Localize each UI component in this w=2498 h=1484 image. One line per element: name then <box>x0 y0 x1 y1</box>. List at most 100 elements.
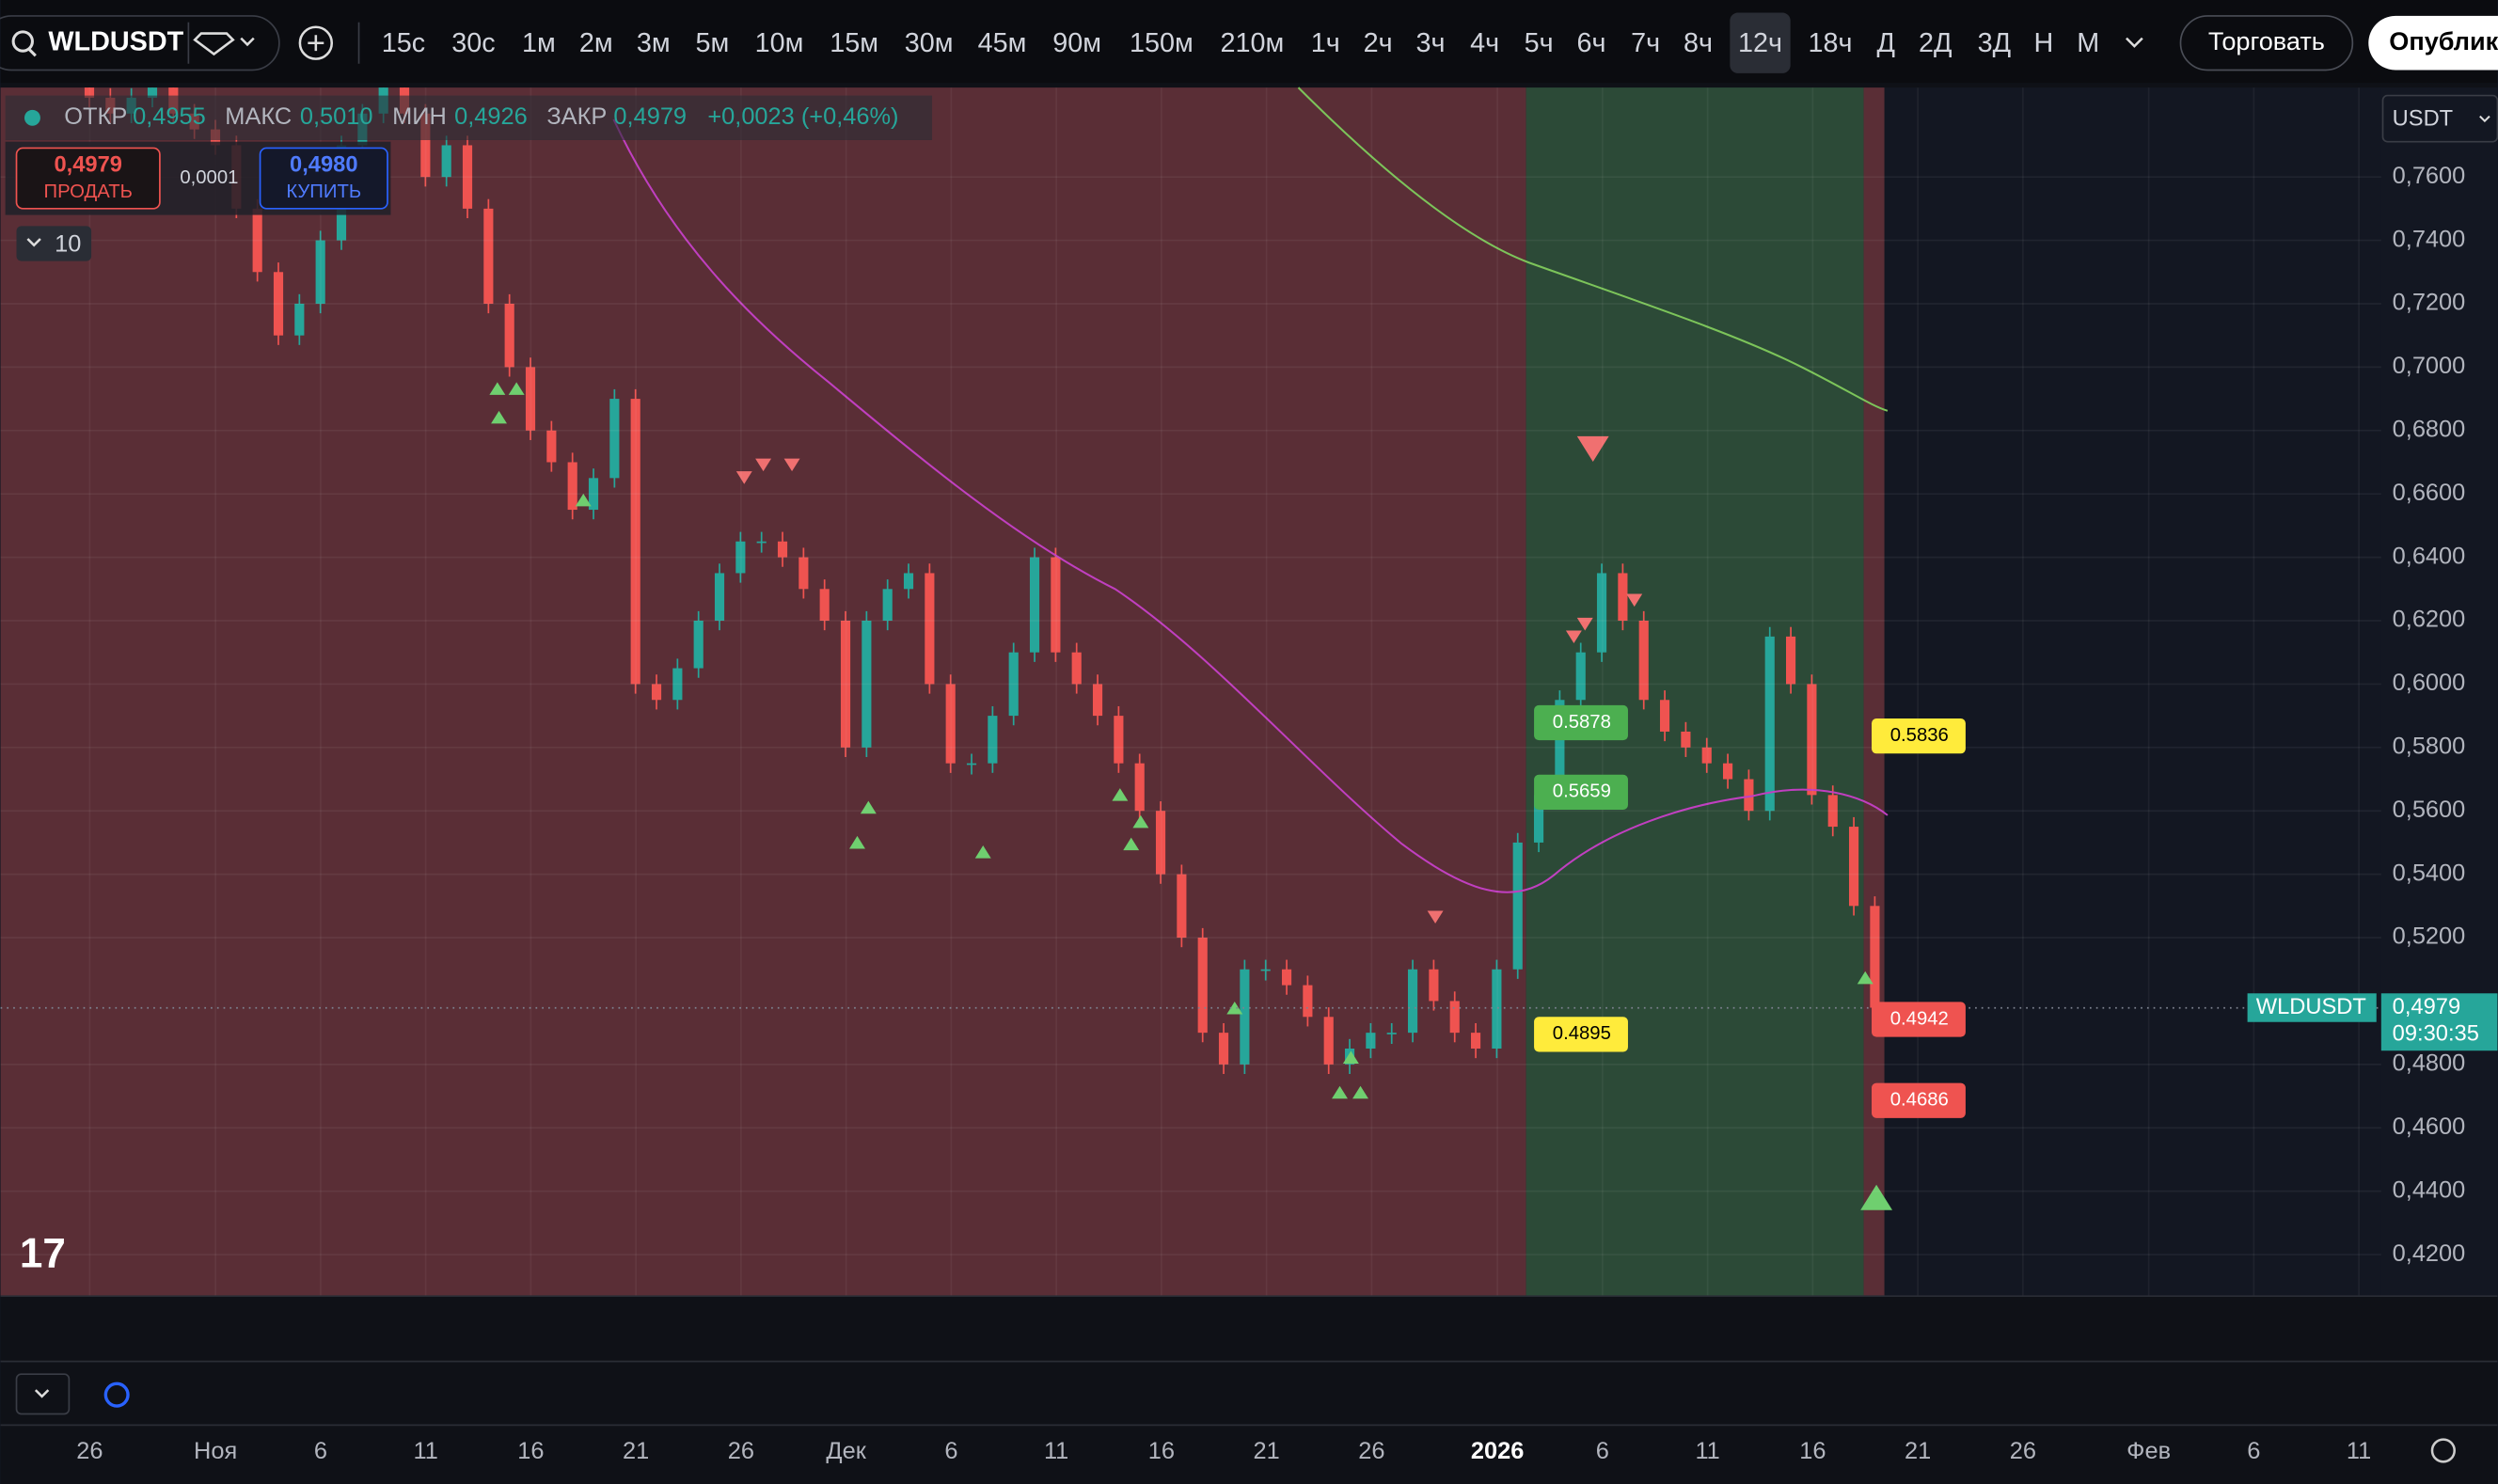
interval[interactable]: 1ч <box>1311 28 1340 58</box>
x-tick-label: 11 <box>1044 1438 1068 1464</box>
x-tick-label: 6 <box>944 1438 957 1464</box>
interval[interactable]: 15м <box>830 28 878 58</box>
x-tick-label: 6 <box>314 1438 327 1464</box>
candle <box>1177 874 1187 939</box>
sell-button[interactable] <box>15 147 161 210</box>
buy-button[interactable] <box>259 147 388 210</box>
candle <box>819 589 830 622</box>
interval[interactable]: 150м <box>1130 28 1194 58</box>
candle <box>1618 573 1628 622</box>
settings[interactable] <box>2430 1438 2456 1463</box>
price-tag-label: 0.4895 <box>1553 1023 1611 1044</box>
interval[interactable]: 12ч <box>1738 28 1782 58</box>
candle <box>84 87 95 98</box>
interval[interactable]: 30м <box>905 28 954 58</box>
interval[interactable]: 8ч <box>1684 28 1713 58</box>
price-tag-label: 0.5836 <box>1890 725 1949 746</box>
interval[interactable]: 10м <box>755 28 804 58</box>
y-tick-label: 0,5600 <box>2393 797 2466 823</box>
candle <box>441 145 451 178</box>
candle <box>1008 652 1019 717</box>
chevron <box>2479 115 2490 123</box>
candle <box>1260 969 1271 971</box>
status-dot <box>24 109 40 126</box>
candle <box>294 303 305 336</box>
x-tick-label: 2026 <box>1471 1438 1524 1464</box>
interval-bar: 15с 30с 1м 2м 3м 5м 10м 15м 30м 45м 90м 150м 210м 1ч 2… <box>382 12 2099 73</box>
candle <box>1827 795 1838 828</box>
interval[interactable]: 3Д <box>1978 28 2011 58</box>
candle <box>1492 969 1502 1049</box>
x-tick-label: 11 <box>2347 1438 2371 1464</box>
refresh[interactable] <box>103 1381 130 1408</box>
candle <box>862 621 872 748</box>
moving-average <box>612 118 1889 893</box>
price-tag <box>1534 704 1628 741</box>
candle <box>609 399 620 479</box>
interval[interactable]: 18ч <box>1809 28 1853 58</box>
publish-button[interactable] <box>2368 15 2498 71</box>
legend-label: МАКС <box>225 103 292 130</box>
indicators-toggle[interactable] <box>16 226 92 261</box>
x-tick-label: 26 <box>2010 1438 2036 1464</box>
x-tick-label: 26 <box>1358 1438 1384 1464</box>
dropdown-icon[interactable] <box>240 37 255 47</box>
interval[interactable]: 90м <box>1052 28 1101 58</box>
interval[interactable]: 5ч <box>1525 28 1554 58</box>
legend-value: 0,4979 <box>613 103 687 130</box>
symbol-tag <box>2247 993 2377 1022</box>
interval[interactable]: 3м <box>637 28 671 58</box>
interval[interactable]: 15с <box>382 28 425 58</box>
panel-toggle[interactable] <box>15 1373 71 1415</box>
interval[interactable]: 45м <box>978 28 1027 58</box>
interval[interactable]: 2м <box>579 28 613 58</box>
candle <box>1701 747 1712 764</box>
x-tick-label: 16 <box>517 1438 544 1464</box>
sell-label: ПРОДАТЬ <box>43 182 132 202</box>
candle <box>1848 827 1859 907</box>
x-tick-label: 21 <box>1254 1438 1280 1464</box>
candle <box>1533 795 1544 843</box>
y-tick-label: 0,5800 <box>2393 734 2466 760</box>
candle <box>1051 557 1061 653</box>
symbol-search[interactable] <box>0 15 280 71</box>
interval[interactable]: 6ч <box>1577 28 1606 58</box>
price-tag-label: 0.4942 <box>1890 1008 1949 1029</box>
interval[interactable]: М <box>2077 28 2099 58</box>
interval[interactable]: Н <box>2033 28 2053 58</box>
interval[interactable]: 1м <box>522 28 556 58</box>
interval[interactable]: 3ч <box>1416 28 1446 58</box>
candle <box>1807 684 1817 796</box>
candle <box>1429 969 1439 1002</box>
candle <box>1575 652 1586 701</box>
interval[interactable]: 2Д <box>1919 28 1952 58</box>
x-tick-label: 11 <box>413 1438 437 1464</box>
publish-button-label: Опублик <box>2389 26 2498 55</box>
price-tag-label: 0.5878 <box>1553 712 1611 733</box>
interval[interactable]: 5м <box>696 28 730 58</box>
search-icon <box>11 30 34 53</box>
bottom-panel <box>0 1296 2498 1484</box>
last-price-label: 0,4979 <box>2393 995 2460 1019</box>
intervals-dropdown[interactable] <box>2126 37 2143 48</box>
candle <box>945 684 956 764</box>
interval[interactable]: 7ч <box>1631 28 1660 58</box>
interval[interactable]: 2ч <box>1364 28 1393 58</box>
premium-icon[interactable] <box>193 32 235 56</box>
interval[interactable]: 4ч <box>1470 28 1499 58</box>
x-tick-label: 21 <box>1905 1438 1931 1464</box>
add-compare[interactable] <box>298 25 334 60</box>
interval[interactable]: Д <box>1877 28 1895 58</box>
currency-selector[interactable] <box>2381 94 2498 143</box>
legend-value: 0,5010 <box>300 103 373 130</box>
interval[interactable]: 210м <box>1220 28 1284 58</box>
trade-button[interactable] <box>2179 15 2354 71</box>
candle <box>525 367 536 431</box>
interval[interactable]: 30с <box>451 28 495 58</box>
y-tick-label: 0,4400 <box>2393 1176 2466 1203</box>
candle <box>567 462 577 511</box>
candle <box>756 541 767 544</box>
candle <box>1596 573 1607 653</box>
candle <box>1134 763 1145 812</box>
y-tick-label: 0,6800 <box>2393 416 2466 442</box>
